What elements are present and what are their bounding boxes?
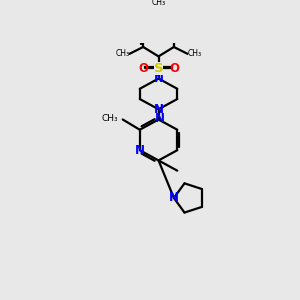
Text: CH₃: CH₃ (116, 49, 130, 58)
Text: N: N (154, 103, 164, 116)
Text: CH₃: CH₃ (188, 49, 202, 58)
Text: N: N (154, 112, 164, 125)
Text: N: N (135, 144, 145, 157)
Text: N: N (169, 191, 179, 205)
Text: O: O (138, 62, 148, 75)
Text: CH₃: CH₃ (102, 114, 118, 123)
Text: N: N (154, 72, 164, 85)
Text: O: O (169, 62, 179, 75)
Text: S: S (154, 62, 163, 75)
Text: CH₃: CH₃ (152, 0, 166, 7)
